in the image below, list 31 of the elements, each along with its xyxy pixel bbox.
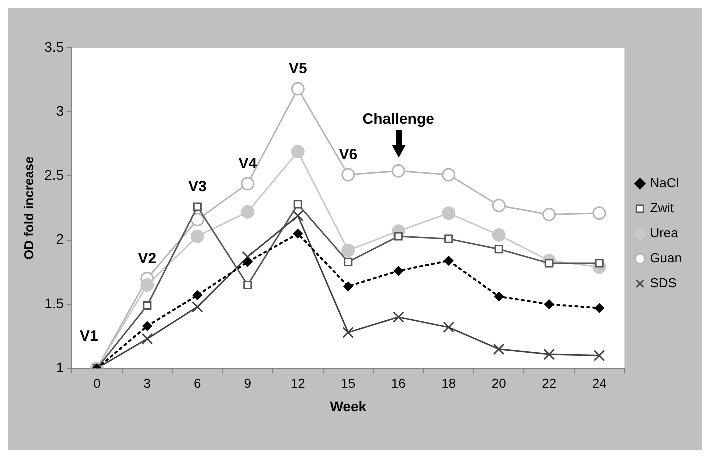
legend-label: NaCl [650,176,680,191]
x-tick-label: 24 [592,376,607,391]
legend-label: SDS [650,276,678,291]
y-axis-title: OD fold increase [21,156,36,260]
x-tick-label: 6 [194,376,202,391]
x-tick-label: 9 [244,376,252,391]
x-tick-label: 15 [341,376,356,391]
annotation: V6 [339,146,358,164]
annotation: V3 [188,178,207,196]
x-tick-label: 22 [542,376,557,391]
annotation: V1 [80,328,98,346]
x-axis-title: Week [330,398,367,414]
x-tick-label: 16 [391,376,406,391]
y-tick-label: 1 [56,359,64,376]
y-tick-label: 2.5 [44,167,64,184]
annotation: V4 [238,156,258,173]
y-tick-label: 1.5 [44,295,64,312]
y-tick-label: 3 [56,102,64,119]
legend-label: Guan [650,250,682,266]
x-tick-label: 3 [144,376,152,391]
legend-label: Zwit [650,200,674,216]
y-tick-label: 3.5 [44,38,64,55]
annotation: V2 [138,250,157,268]
x-tick-label: 20 [492,376,506,391]
legend-label: Urea [650,226,680,241]
annotation: V5 [288,60,308,78]
x-tick-label: 0 [94,376,101,391]
x-tick-label: 12 [290,376,306,391]
x-tick-label: 18 [442,376,456,391]
annotation: Challenge [362,110,434,128]
y-tick-label: 2 [56,231,64,248]
